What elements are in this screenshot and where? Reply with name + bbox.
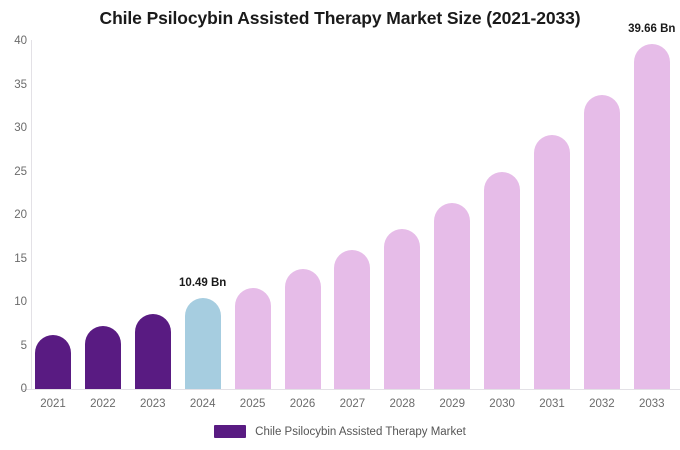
bar-group bbox=[84, 41, 121, 389]
bar-2023[interactable] bbox=[134, 314, 171, 389]
bar-2032[interactable] bbox=[583, 94, 620, 389]
y-axis-tick-label: 5 bbox=[20, 339, 27, 352]
y-axis-tick-label: 30 bbox=[14, 122, 27, 134]
bar-group bbox=[534, 41, 570, 389]
bar-2024[interactable] bbox=[184, 297, 221, 389]
y-axis-tick-label: 10 bbox=[14, 296, 27, 308]
y-axis-tick-label: 15 bbox=[14, 252, 27, 265]
chart-title: Chile Psilocybin Assisted Therapy Market… bbox=[99, 8, 581, 28]
legend-swatch-chile-psilocybin-assisted-therapy-market bbox=[214, 425, 247, 438]
bar-2029[interactable] bbox=[434, 202, 471, 389]
x-axis-tick-label: 2032 bbox=[589, 398, 615, 410]
bar-group bbox=[334, 41, 371, 389]
x-axis-tick-label: 2027 bbox=[339, 398, 366, 410]
bar-group bbox=[284, 41, 321, 389]
bar-group: 39.66 Bn bbox=[628, 23, 675, 389]
y-axis-tick-label: 25 bbox=[14, 165, 27, 178]
x-axis-tick-label: 2021 bbox=[40, 398, 66, 410]
bar-2033[interactable] bbox=[633, 43, 670, 389]
x-axis-tick-label: 2028 bbox=[389, 398, 416, 410]
bar-group bbox=[35, 41, 71, 389]
y-axis-tick-label: 40 bbox=[14, 35, 27, 47]
plot-area: 10.49 Bn 39.66 Bn bbox=[31, 23, 680, 389]
x-axis-tick-label: 2029 bbox=[439, 398, 465, 410]
y-axis: 0 5 10 15 20 25 30 35 40 bbox=[0, 0, 27, 450]
bar-2028[interactable] bbox=[384, 228, 421, 389]
x-axis-line bbox=[22, 389, 680, 390]
bar-group bbox=[484, 41, 521, 389]
bar-group bbox=[583, 41, 620, 389]
bar-2025[interactable] bbox=[234, 288, 271, 389]
bar-group bbox=[384, 41, 421, 389]
x-axis-tick-label: 2024 bbox=[189, 398, 216, 410]
y-axis-tick-label: 20 bbox=[14, 209, 27, 221]
bar-value-label-2033: 39.66 Bn bbox=[628, 22, 676, 35]
bar-group bbox=[234, 41, 271, 389]
y-axis-tick-label: 0 bbox=[20, 383, 27, 395]
y-axis-line bbox=[31, 40, 32, 389]
bar-2027[interactable] bbox=[334, 249, 371, 389]
bar-group bbox=[134, 41, 171, 389]
bar-2022[interactable] bbox=[84, 325, 121, 389]
bar-2021[interactable] bbox=[35, 335, 71, 389]
bar-group: 10.49 Bn bbox=[179, 41, 226, 389]
x-axis-tick-label: 2025 bbox=[239, 398, 266, 410]
bar-2026[interactable] bbox=[284, 268, 321, 389]
bar-value-label-2024: 10.49 Bn bbox=[179, 276, 227, 289]
bar-group bbox=[434, 41, 471, 389]
x-axis-tick-label: 2033 bbox=[639, 398, 665, 410]
x-axis-tick-label: 2031 bbox=[539, 398, 565, 410]
chart-legend: Chile Psilocybin Assisted Therapy Market bbox=[0, 425, 680, 438]
x-axis-tick-label: 2026 bbox=[289, 398, 316, 410]
x-axis-tick-label: 2022 bbox=[90, 398, 116, 410]
x-axis-tick-label: 2023 bbox=[140, 398, 166, 410]
bar-2031[interactable] bbox=[534, 134, 570, 389]
x-axis-tick-label: 2030 bbox=[489, 398, 515, 410]
bar-2030[interactable] bbox=[484, 172, 521, 389]
y-axis-tick-label: 35 bbox=[14, 78, 27, 91]
legend-label-chile-psilocybin-assisted-therapy-market: Chile Psilocybin Assisted Therapy Market bbox=[255, 425, 466, 438]
